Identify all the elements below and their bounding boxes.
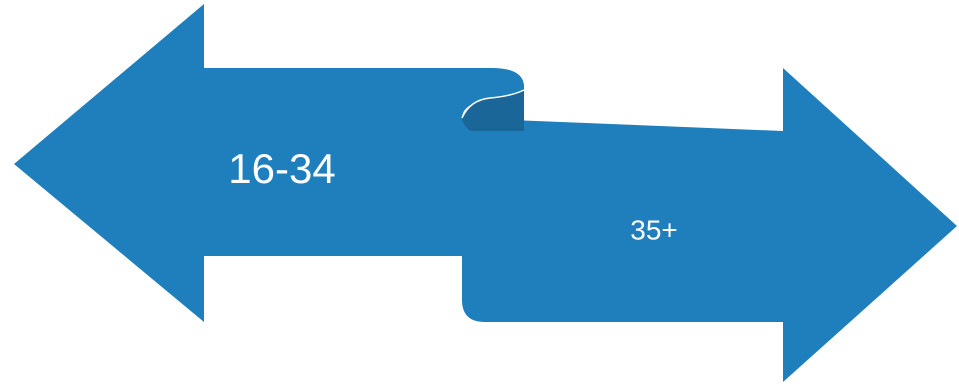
left-arrow-shape [14, 4, 524, 322]
right-arrow-shape [462, 68, 957, 382]
left-arrow-label: 16-34 [228, 145, 335, 192]
scroll-fold-shape [462, 90, 524, 131]
scroll-fold-edge [461, 89, 525, 119]
right-arrow-label: 35+ [630, 214, 678, 245]
